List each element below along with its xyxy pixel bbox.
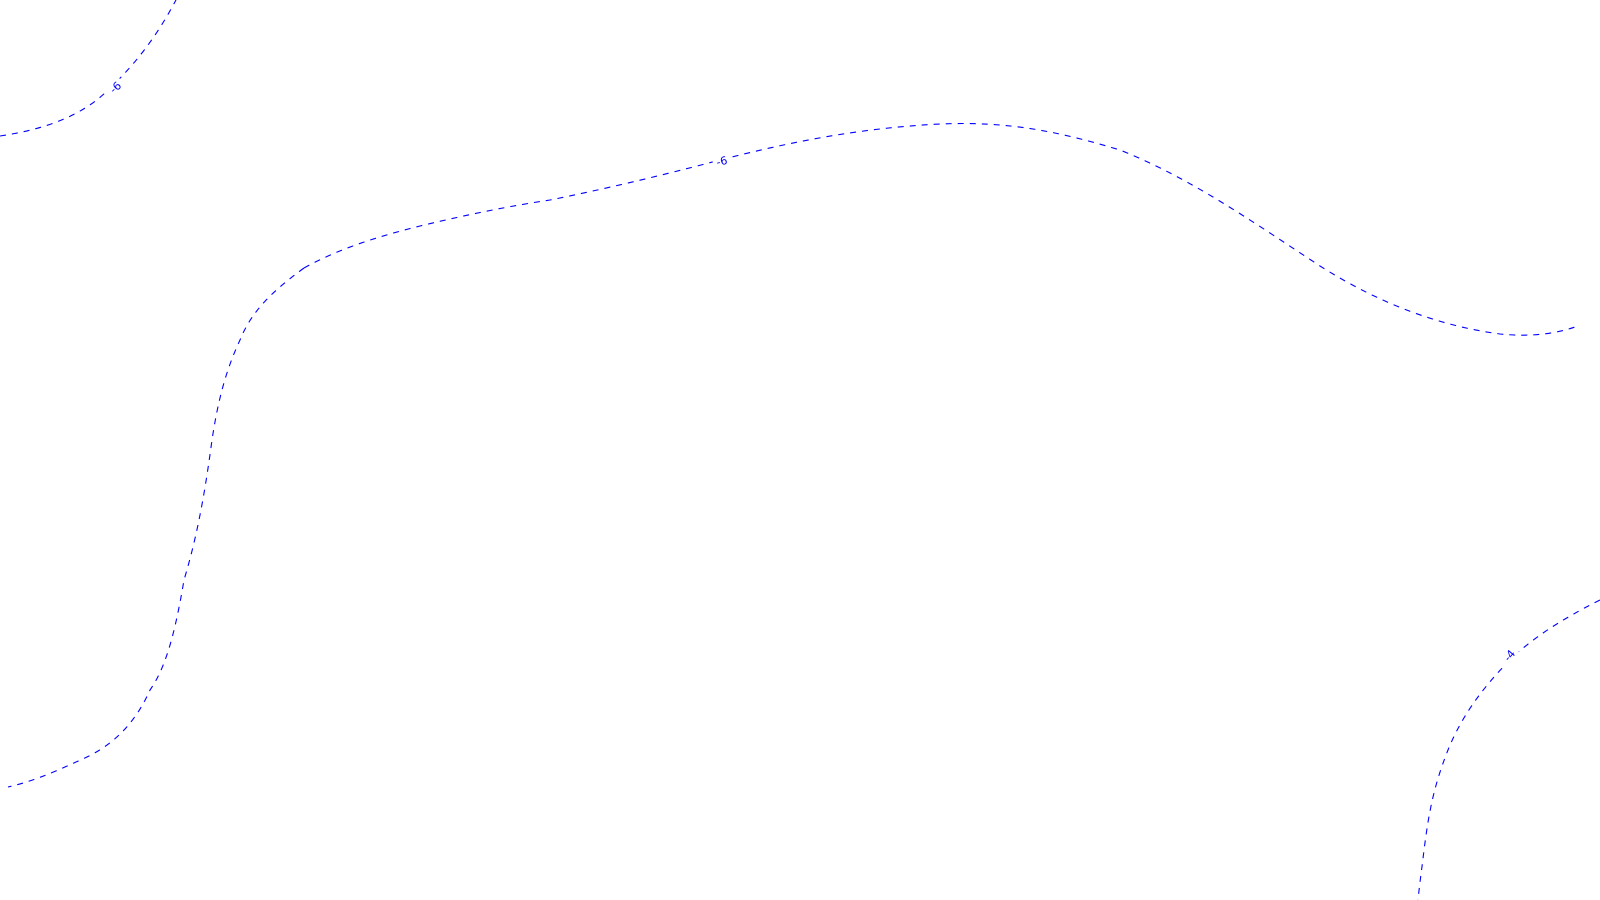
contour-upper-label-background	[711, 153, 733, 171]
contour-top-left-label-group: -6	[104, 76, 128, 100]
contour-top-left	[0, 0, 177, 137]
contour-upper	[303, 123, 1576, 336]
contour-top-left-label-background	[104, 76, 128, 100]
contour-bottom-right-label-background	[1498, 644, 1522, 668]
contour-upper-label: -6	[715, 154, 729, 169]
contour-bottom-right-label-group: -4	[1498, 644, 1522, 668]
contour-labels: -6 -6 -4	[104, 76, 1522, 668]
contour-upper-label-group: -6	[711, 153, 733, 171]
contour-left	[7, 267, 305, 788]
contour-bottom-right	[1417, 599, 1600, 900]
